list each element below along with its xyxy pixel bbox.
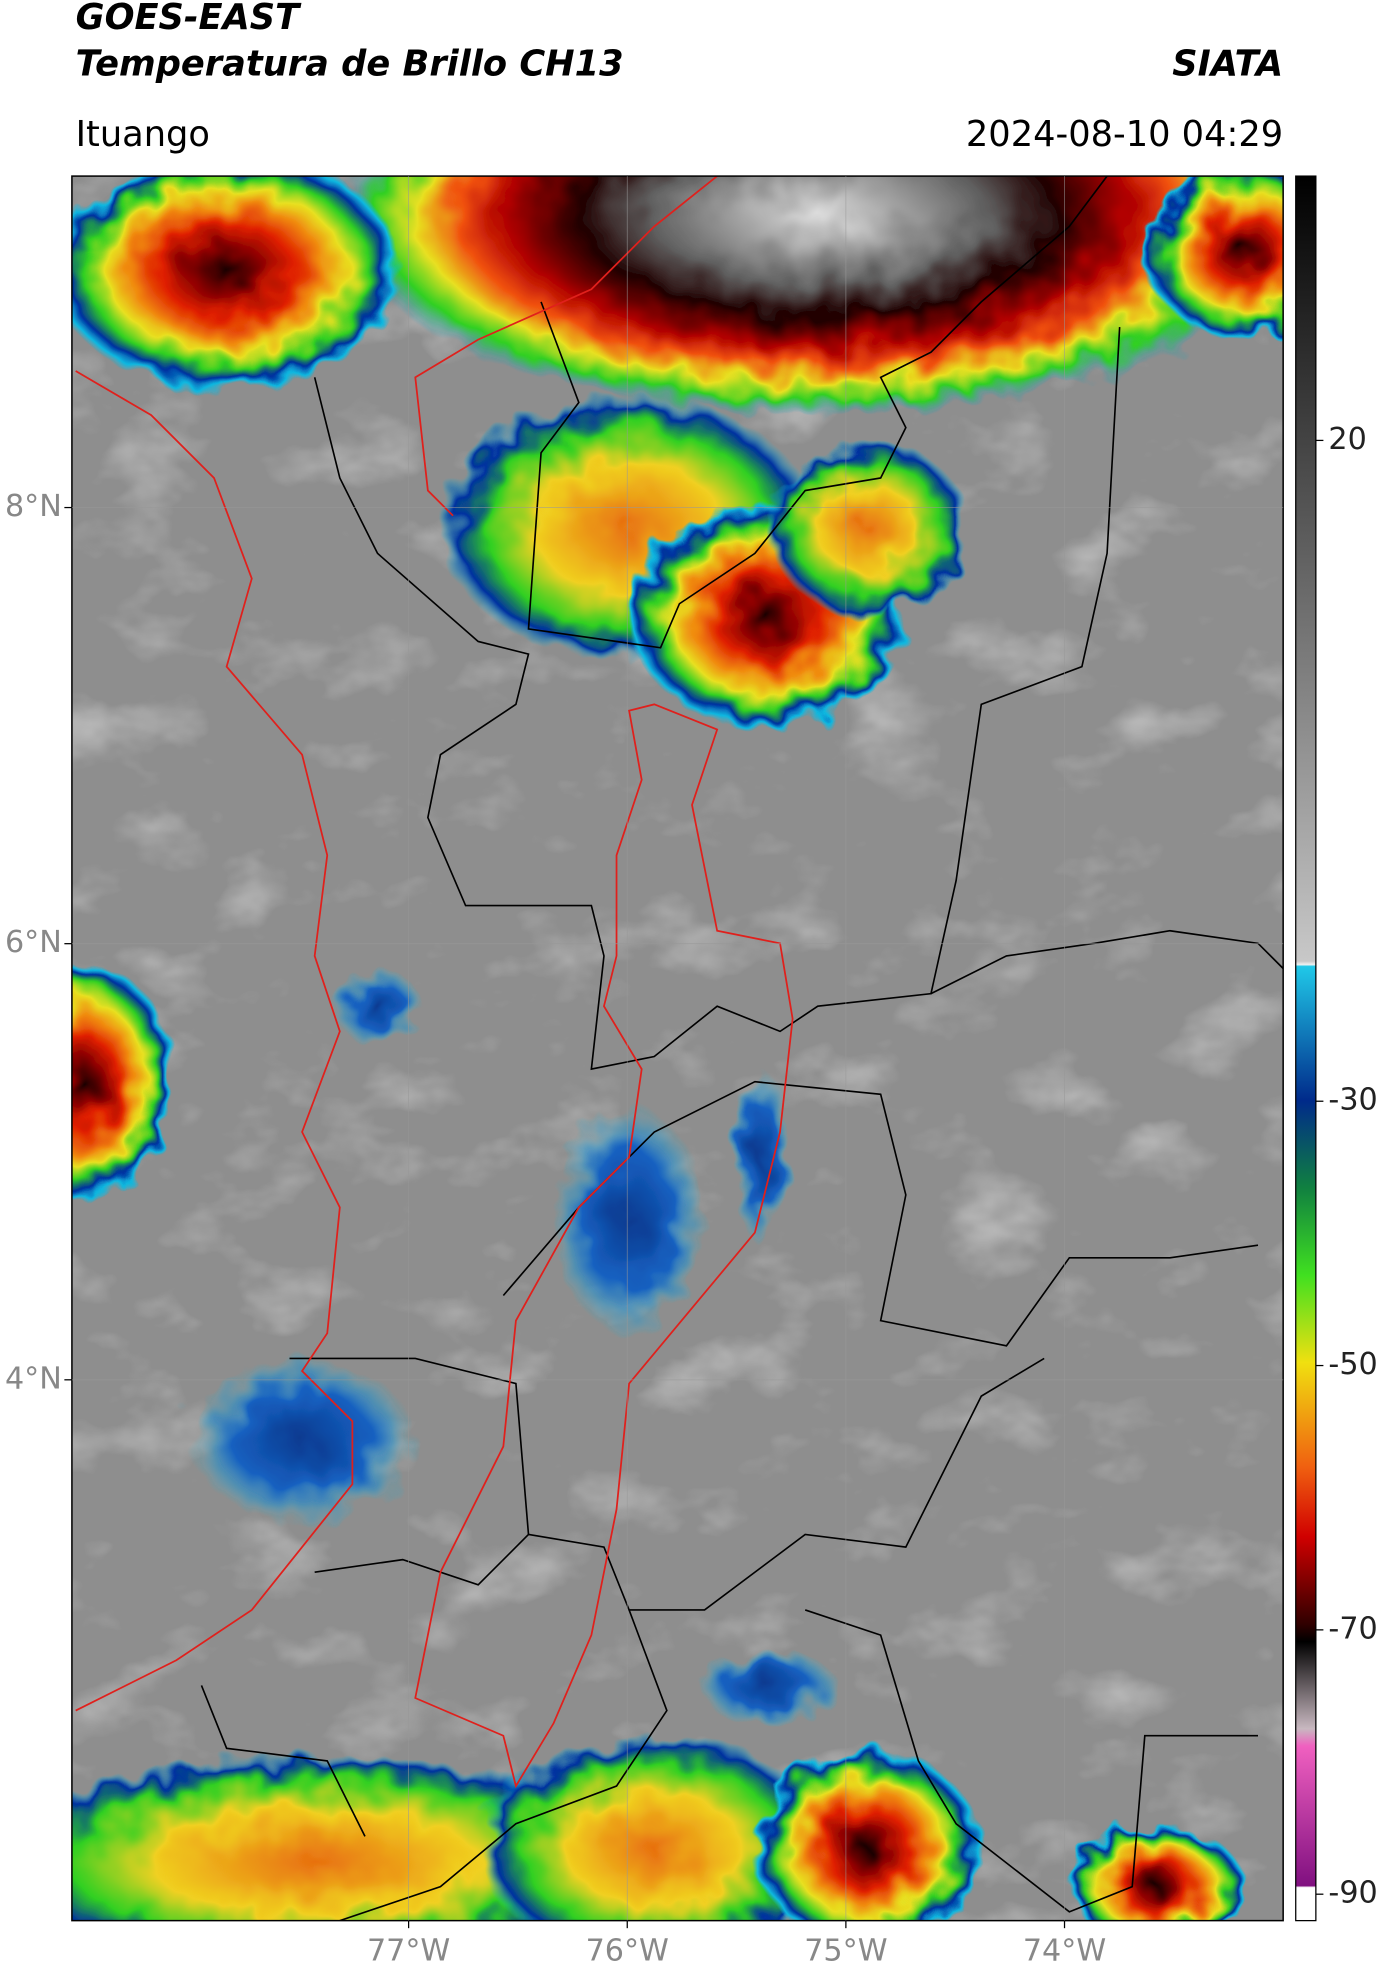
y-tick-label: 4°N bbox=[5, 1361, 62, 1396]
colorbar-tick-label: -90 bbox=[1328, 1876, 1377, 1911]
title: GOES-EAST bbox=[76, 0, 302, 38]
x-tick-label: 77°W bbox=[367, 1934, 450, 1969]
colorbar-tick-label: -30 bbox=[1328, 1083, 1377, 1118]
x-tick-label: 75°W bbox=[804, 1934, 887, 1969]
agency: SIATA bbox=[1172, 43, 1283, 84]
map-frame bbox=[71, 175, 1284, 1922]
boundaries bbox=[75, 176, 1284, 1921]
x-tick-label: 76°W bbox=[586, 1934, 669, 1969]
satellite-image bbox=[71, 176, 1284, 1921]
timestamp: 2024-08-10 04:29 bbox=[966, 114, 1283, 155]
x-tick-label: 74°W bbox=[1023, 1934, 1106, 1969]
colorbar-tick-label: 20 bbox=[1328, 422, 1366, 457]
colorbar-tick-label: -70 bbox=[1328, 1611, 1377, 1646]
colorbar bbox=[1295, 175, 1317, 1922]
location: Ituango bbox=[76, 114, 210, 155]
y-tick-label: 6°N bbox=[5, 925, 62, 960]
colorbar-tick-label: -50 bbox=[1328, 1347, 1377, 1382]
y-tick-label: 8°N bbox=[5, 489, 62, 524]
subtitle: Temperatura de Brillo CH13 bbox=[76, 43, 624, 84]
